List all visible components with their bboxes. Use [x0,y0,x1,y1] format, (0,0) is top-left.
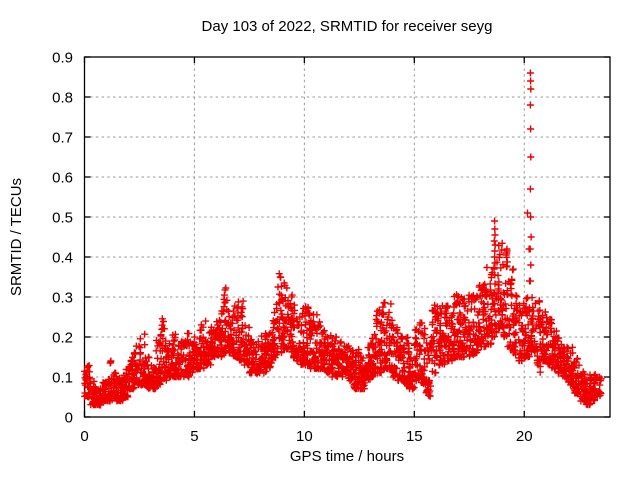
y-tick-label-0.2: 0.2 [52,330,73,347]
x-tick-labels: 0 5 10 15 20 [80,428,532,445]
data-points-srmtid [81,69,605,409]
x-axis-label: GPS time / hours [290,448,404,465]
plot-border [83,56,611,418]
x-tick-label-20: 20 [516,428,533,445]
chart-title: Day 103 of 2022, SRMTID for receiver sey… [202,18,493,35]
x-tick-label-15: 15 [406,428,423,445]
x-tick-label-10: 10 [296,428,313,445]
x-tick-label-0: 0 [80,428,88,445]
y-tick-label-0: 0 [65,410,73,427]
y-tick-label-0.8: 0.8 [52,90,73,107]
y-tick-label-0.3: 0.3 [52,290,73,307]
y-tick-label-0.6: 0.6 [52,170,73,187]
y-tick-labels: 0 0.1 0.2 0.3 0.4 0.5 0.6 0.7 0.8 0.9 [52,50,73,427]
x-tick-label-5: 5 [190,428,198,445]
y-tick-label-0.5: 0.5 [52,210,73,227]
y-tick-label-0.7: 0.7 [52,130,73,147]
y-tick-label-0.4: 0.4 [52,250,73,267]
y-tick-label-0.1: 0.1 [52,370,73,387]
y-tick-label-0.9: 0.9 [52,50,73,67]
y-axis-label: SRMTID / TECUs [8,178,25,296]
